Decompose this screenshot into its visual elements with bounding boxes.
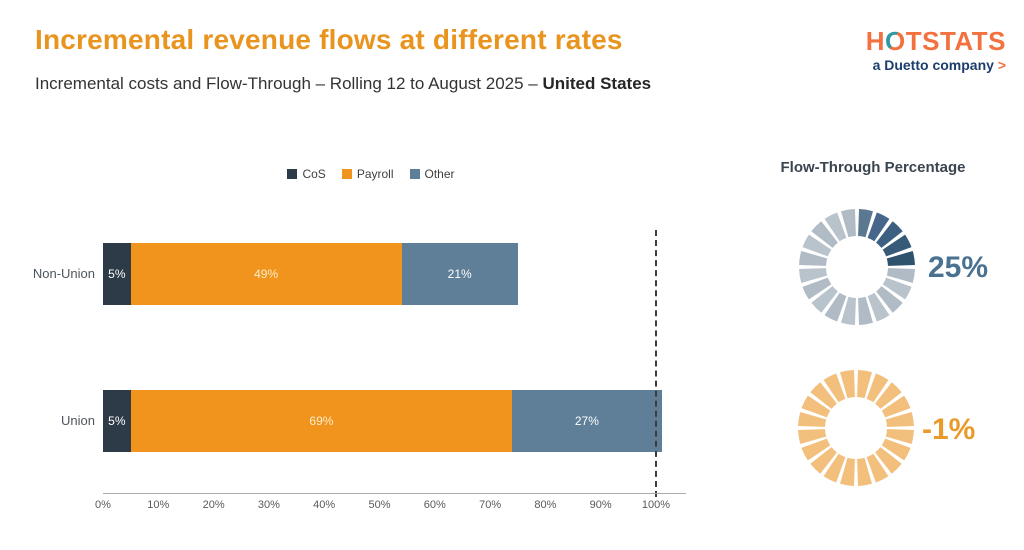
chevron-right-icon: > — [997, 57, 1006, 73]
donut-segment — [811, 286, 838, 313]
donut-segment — [841, 209, 856, 238]
donut-segment — [840, 370, 855, 399]
hotstats-logo: HOTSTATS a Duetto company > — [836, 28, 1006, 73]
donut-segment — [840, 457, 855, 486]
x-axis-line — [103, 493, 686, 494]
donut-segment — [824, 292, 847, 322]
bar-segment-union-cos: 5% — [103, 390, 131, 452]
donut-segment — [799, 268, 828, 283]
logo-letters: TSTATS — [905, 26, 1006, 56]
donut-segment — [802, 234, 832, 257]
subtitle-region: United States — [542, 74, 652, 93]
legend-item-cos: CoS — [287, 167, 326, 181]
bar-segment-non-union-other: 21% — [401, 243, 518, 305]
donut-segment — [875, 447, 902, 474]
donut-segment — [798, 412, 827, 427]
donut-segment — [881, 395, 911, 418]
legend-label: Other — [424, 167, 455, 181]
logo-letter-o: O — [885, 26, 906, 56]
x-axis-tick-label: 50% — [368, 499, 391, 511]
bar-segment-union-other: 27% — [512, 390, 662, 452]
donut-segment — [810, 382, 837, 409]
x-axis-tick-label: 40% — [313, 499, 336, 511]
chart-legend: CoS Payroll Other — [240, 167, 502, 181]
donut-segment — [885, 412, 914, 427]
legend-label: CoS — [302, 167, 326, 181]
donut-segment — [876, 286, 903, 313]
donut-segment — [802, 277, 832, 300]
donut-segment — [798, 429, 827, 444]
donut-segment — [882, 277, 912, 300]
legend-swatch — [341, 169, 352, 179]
flow-through-value-bottom: -1% — [922, 413, 976, 446]
duetto-tagline: a Duetto company > — [836, 57, 1006, 73]
legend-swatch — [409, 169, 420, 179]
donut-segment — [882, 234, 912, 257]
donut-segment — [881, 438, 911, 461]
donut-segment — [885, 429, 914, 444]
bar-segment-non-union-cos: 5% — [103, 243, 131, 305]
donut-segment — [857, 370, 872, 399]
donut-segment — [876, 221, 903, 248]
legend-item-other: Other — [409, 167, 455, 181]
donut-segment — [841, 296, 856, 325]
donut-segment — [866, 373, 889, 403]
donut-segment — [886, 251, 915, 266]
legend-swatch — [287, 169, 298, 179]
bar-segment-union-payroll: 69% — [130, 390, 513, 452]
donut-segment — [799, 251, 828, 266]
donut-segment — [823, 373, 846, 403]
bar-segment-non-union-payroll: 49% — [130, 243, 402, 305]
reference-line-100pct — [655, 230, 657, 497]
flow-through-donut-top — [799, 209, 915, 325]
donut-segment — [875, 382, 902, 409]
x-axis-tick-label: 60% — [423, 499, 446, 511]
donut-segment — [811, 221, 838, 248]
subtitle-text: Incremental costs and Flow-Through – Rol… — [35, 74, 543, 93]
donut-segment — [886, 268, 915, 283]
flow-through-donut-bottom — [798, 370, 914, 486]
tagline-text: a Duetto company — [872, 57, 994, 73]
donut-segment — [823, 453, 846, 483]
category-label-non-union: Non-Union — [32, 266, 95, 281]
x-axis-tick-label: 80% — [534, 499, 557, 511]
flow-through-title: Flow-Through Percentage — [780, 159, 966, 176]
page-title: Incremental revenue flows at different r… — [35, 24, 623, 55]
legend-item-payroll: Payroll — [341, 167, 394, 181]
donut-segment — [801, 438, 831, 461]
x-axis-tick-label: 20% — [202, 499, 225, 511]
subtitle: Incremental costs and Flow-Through – Rol… — [35, 74, 651, 94]
category-label-union: Union — [61, 413, 95, 428]
x-axis-tick-label: 90% — [589, 499, 612, 511]
donut-segment — [867, 292, 890, 322]
x-axis-tick-label: 10% — [147, 499, 170, 511]
donut-segment — [858, 209, 873, 238]
donut-segment — [801, 395, 831, 418]
donut-segment — [857, 457, 872, 486]
legend-label: Payroll — [356, 167, 394, 181]
x-axis-tick-label: 100% — [641, 499, 671, 511]
donut-segment — [866, 453, 889, 483]
flow-through-value-top: 25% — [928, 251, 989, 284]
donut-segment — [824, 212, 847, 242]
donut-segment — [810, 447, 837, 474]
logo-letter: H — [865, 26, 886, 56]
x-axis-tick-label: 70% — [479, 499, 502, 511]
x-axis-tick-label: 0% — [95, 499, 111, 511]
donut-segment — [867, 212, 890, 242]
hotstats-wordmark: HOTSTATS — [836, 28, 1006, 54]
donut-segment — [858, 296, 873, 325]
x-axis-tick-label: 30% — [257, 499, 280, 511]
